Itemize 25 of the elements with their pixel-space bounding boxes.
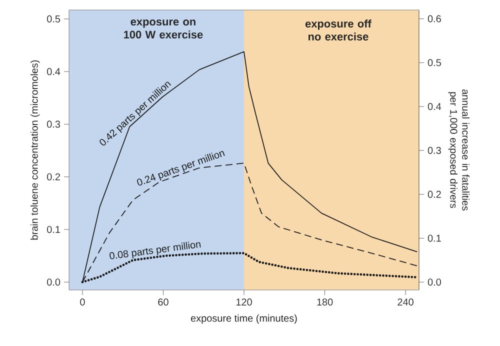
y2-tick-label: 0.6 (428, 15, 441, 22)
y-axis-title: brain toluene concentration (micromoles) (30, 60, 40, 240)
text: 0.24 parts per million (137, 151, 225, 186)
y2-tick-label: 0.4 (428, 103, 442, 110)
x-tick-label: 240 (398, 298, 414, 306)
y2-tick-label: 0.3 (428, 146, 441, 154)
y-tick-label: 0.4 (47, 68, 60, 76)
band-label: exposure off no exercise (305, 20, 372, 41)
band-label: exposure on 100 W exercise (124, 20, 203, 38)
y2-tick-label: 0.1 (428, 234, 441, 242)
y2-tick-label: 0.0 (428, 278, 441, 286)
x-tick-label: 0 (80, 298, 85, 306)
y2-tick-label: 0.5 (428, 59, 441, 66)
y2-tick-label: 0.2 (428, 190, 441, 198)
y-tick-label: 0.1 (47, 226, 60, 233)
x-tick-label: 120 (236, 298, 252, 306)
y-tick-label: 0.0 (47, 278, 60, 286)
y-tick-label: 0.3 (47, 120, 60, 128)
text: 0.08 parts per million (110, 242, 201, 260)
y2-axis-title: annual increase in fatalities per 1,000 exposed drivers (448, 90, 470, 211)
x-axis-title: exposure time (minutes) (190, 314, 297, 324)
y-tick-label: 0.5 (47, 15, 60, 22)
y-tick-label: 0.2 (47, 173, 60, 180)
x-tick-label: 180 (317, 298, 333, 306)
x-tick-label: 60 (158, 298, 168, 306)
